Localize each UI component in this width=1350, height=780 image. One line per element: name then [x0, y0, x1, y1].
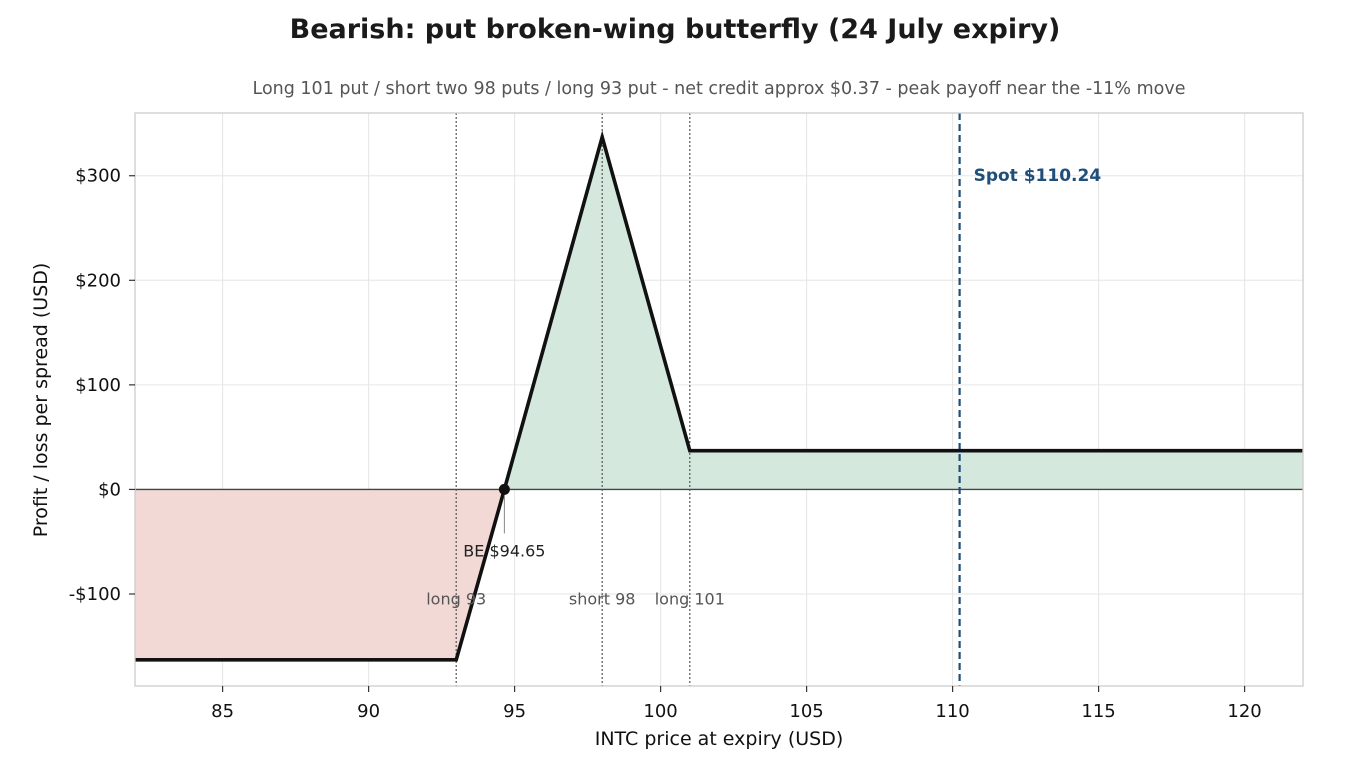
x-tick-label: 100 — [643, 701, 677, 722]
x-tick-label: 85 — [211, 701, 234, 722]
x-tick-label: 120 — [1227, 701, 1261, 722]
breakeven-point — [498, 483, 510, 495]
x-tick-label: 115 — [1081, 701, 1115, 722]
x-tick-label: 90 — [357, 701, 380, 722]
y-tick-label: -$100 — [69, 584, 121, 605]
chart-subtitle: Long 101 put / short two 98 puts / long … — [252, 79, 1186, 99]
y-axis-ticks: $300 $200 $100 $0 -$100 — [69, 166, 135, 605]
y-tick-label: $100 — [75, 375, 121, 396]
x-tick-label: 110 — [935, 701, 969, 722]
y-axis-label: Profit / loss per spread (USD) — [30, 263, 52, 538]
loss-area — [135, 489, 505, 660]
pnl-fill-areas — [135, 137, 1303, 660]
strike-labels: long 93 short 98 long 101 — [426, 589, 725, 608]
x-tick-label: 105 — [789, 701, 823, 722]
payoff-line — [135, 130, 1303, 662]
x-axis-label: INTC price at expiry (USD) — [595, 728, 844, 750]
spot-label: Spot $110.24 — [974, 166, 1102, 186]
strike-label: short 98 — [569, 589, 636, 608]
y-tick-label: $0 — [98, 479, 121, 500]
chart-title: Bearish: put broken-wing butterfly (24 J… — [289, 14, 1061, 45]
profit-area — [504, 137, 1303, 490]
strike-label: long 101 — [655, 589, 725, 608]
x-axis-ticks: 85 90 95 100 105 110 115 120 — [211, 686, 1262, 722]
strike-label: long 93 — [426, 589, 486, 608]
y-tick-label: $200 — [75, 270, 121, 291]
y-tick-label: $300 — [75, 166, 121, 187]
plot-frame — [134, 112, 1304, 687]
strike-lines — [455, 113, 691, 686]
breakeven-label: BE $94.65 — [463, 541, 545, 560]
x-tick-label: 95 — [503, 701, 526, 722]
